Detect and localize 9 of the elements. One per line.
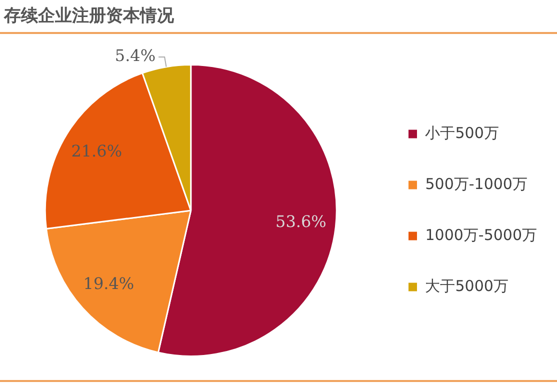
data-label: 19.4% xyxy=(83,274,134,293)
data-label: 21.6% xyxy=(71,141,122,160)
legend-label: 大于5000万 xyxy=(425,276,508,295)
legend-label: 500万-1000万 xyxy=(425,174,528,193)
legend-label: 小于500万 xyxy=(425,124,499,142)
data-label: 53.6% xyxy=(276,212,326,232)
data-label: 5.4% xyxy=(114,46,156,66)
chart-title: 存续企业注册资本情况 xyxy=(4,5,174,27)
legend-label: 1000万-5000万 xyxy=(425,226,538,244)
